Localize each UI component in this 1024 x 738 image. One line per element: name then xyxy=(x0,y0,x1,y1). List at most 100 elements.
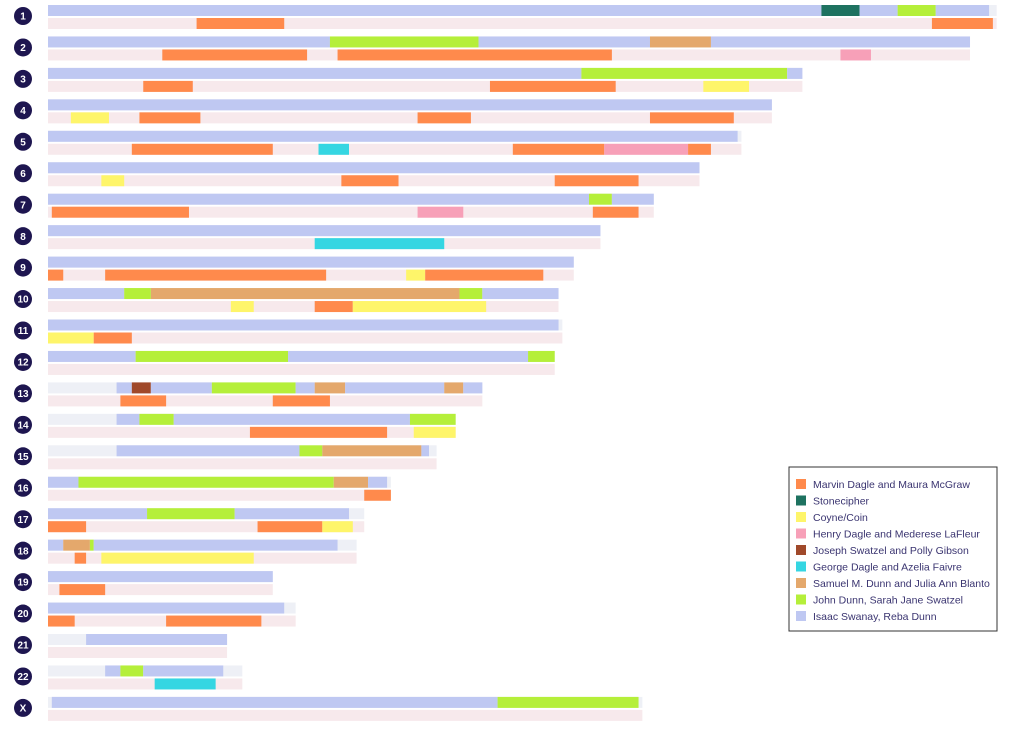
chromosome-badge xyxy=(14,132,32,151)
maternal-segment xyxy=(322,521,353,533)
paternal-segment xyxy=(48,319,559,331)
maternal-segment xyxy=(406,269,426,281)
legend-swatch xyxy=(796,561,806,572)
chromosome-badge xyxy=(14,667,32,686)
chromosome-badge xyxy=(14,290,32,309)
paternal-segment xyxy=(581,67,788,79)
maternal-segment xyxy=(131,143,273,155)
paternal-segment xyxy=(649,36,711,48)
chromosome-badge xyxy=(14,604,32,623)
maternal-segment xyxy=(249,426,388,438)
paternal-segment xyxy=(105,665,121,677)
paternal-segment xyxy=(48,288,125,300)
chromosome-label: X xyxy=(20,704,27,715)
paternal-segment xyxy=(173,413,410,425)
chromosome-label: 7 xyxy=(20,200,26,211)
maternal-segment xyxy=(592,206,639,218)
paternal-segment xyxy=(211,382,296,394)
maternal-segment xyxy=(703,80,750,92)
maternal-background xyxy=(48,678,243,690)
chromosome-badge xyxy=(14,541,32,560)
legend-box xyxy=(788,466,998,632)
maternal-segment xyxy=(604,143,689,155)
maternal-background xyxy=(48,521,365,533)
maternal-background xyxy=(48,489,391,501)
maternal-background xyxy=(48,458,437,470)
maternal-segment xyxy=(257,521,323,533)
paternal-segment xyxy=(48,508,148,520)
paternal-segment xyxy=(463,382,483,394)
paternal-segment xyxy=(48,5,822,16)
paternal-segment xyxy=(787,67,803,79)
paternal-segment xyxy=(421,445,429,457)
paternal-segment xyxy=(48,67,582,79)
paternal-segment xyxy=(116,382,132,394)
chromosome-label: 17 xyxy=(17,515,29,526)
chromosome-badge xyxy=(14,636,32,654)
chromosome-label: 15 xyxy=(17,452,29,463)
paternal-segment xyxy=(48,476,79,488)
maternal-segment xyxy=(48,521,87,533)
maternal-segment xyxy=(48,269,64,281)
maternal-segment xyxy=(101,552,254,564)
legend-swatch xyxy=(796,578,806,588)
maternal-segment xyxy=(364,489,391,501)
paternal-segment xyxy=(51,696,498,708)
legend-swatch xyxy=(796,594,806,605)
maternal-segment xyxy=(554,175,639,187)
legend-swatch xyxy=(796,495,806,506)
chromosome-badge xyxy=(14,195,32,214)
maternal-segment xyxy=(143,80,193,92)
chromosome-label: 21 xyxy=(17,641,29,652)
chromosome-badge xyxy=(14,352,32,371)
paternal-segment xyxy=(459,288,483,300)
chromosome-badge xyxy=(14,510,32,529)
chromosome-badge xyxy=(14,447,32,466)
maternal-segment xyxy=(337,49,612,61)
paternal-segment xyxy=(528,350,555,362)
paternal-segment xyxy=(409,413,456,425)
legend-swatch xyxy=(796,479,806,489)
chromosome-badge xyxy=(14,258,32,277)
paternal-segment xyxy=(48,225,601,237)
chromosome-label: 6 xyxy=(20,169,26,180)
chromosome-label: 10 xyxy=(17,295,29,306)
chromosome-label: 5 xyxy=(20,137,26,148)
maternal-segment xyxy=(59,584,106,596)
paternal-segment xyxy=(295,382,315,394)
chromosome-badge xyxy=(14,164,32,183)
chromosome-label: 4 xyxy=(20,106,26,117)
paternal-segment xyxy=(48,193,590,205)
maternal-segment xyxy=(48,615,75,627)
chromosome-badge xyxy=(14,415,32,434)
legend-label: Coyne/Coin xyxy=(813,512,868,524)
chromosome-badge xyxy=(14,101,32,120)
maternal-segment xyxy=(341,175,399,187)
paternal-segment xyxy=(120,665,144,677)
legend-swatch xyxy=(796,545,806,555)
maternal-segment xyxy=(51,206,189,218)
maternal-background xyxy=(48,18,997,29)
maternal-segment xyxy=(48,332,94,344)
legend-swatch xyxy=(796,512,806,522)
maternal-segment xyxy=(70,112,109,124)
legend-label: John Dunn, Sarah Jane Swatzel xyxy=(813,594,963,606)
chromosome-label: 3 xyxy=(20,75,26,86)
paternal-segment xyxy=(124,288,151,300)
maternal-background xyxy=(48,332,563,344)
paternal-segment xyxy=(478,36,650,48)
chromosome-badge xyxy=(14,478,32,497)
maternal-segment xyxy=(74,552,87,564)
maternal-segment xyxy=(314,301,353,313)
paternal-segment xyxy=(86,634,228,645)
chromosome-label: 9 xyxy=(20,263,26,274)
chromosome-label: 19 xyxy=(17,578,29,589)
paternal-segment xyxy=(48,256,574,268)
legend-label: Henry Dagle and Mederese LaFleur xyxy=(813,528,980,540)
paternal-segment xyxy=(139,413,174,425)
paternal-segment xyxy=(89,539,94,551)
maternal-segment xyxy=(101,175,125,187)
paternal-segment xyxy=(48,350,136,362)
legend-label: Stonecipher xyxy=(813,495,870,507)
chromosome-badge xyxy=(14,227,32,246)
